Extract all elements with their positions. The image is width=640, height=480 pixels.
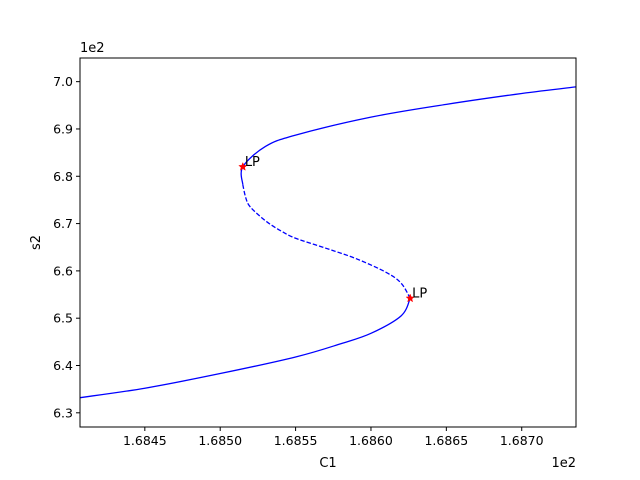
x-tick-label: 1.6845 xyxy=(123,433,167,448)
marker-layer: LP LP xyxy=(238,155,427,303)
y-offset-label: 1e2 xyxy=(80,41,105,56)
limit-point-marker xyxy=(238,161,248,171)
x-offset-label: 1e2 xyxy=(551,456,576,471)
x-tick-label: 1.6860 xyxy=(349,433,393,448)
y-tick-label: 6.7 xyxy=(53,216,73,231)
branch-solid-2 xyxy=(240,86,577,185)
y-tick-label: 6.4 xyxy=(53,358,73,373)
y-tick-label: 6.9 xyxy=(53,121,73,136)
plot-frame xyxy=(79,57,577,428)
x-tick-label: 1.6865 xyxy=(424,433,468,448)
limit-point-label: LP xyxy=(245,155,260,170)
x-axis-label: C1 xyxy=(319,456,336,471)
y-tick-label: 6.6 xyxy=(53,263,73,278)
x-axis-ticks: 1.6845 1.6850 1.6855 1.6860 1.6865 1.6870 xyxy=(123,427,544,448)
x-tick-label: 1.6870 xyxy=(500,433,544,448)
y-tick-label: 6.3 xyxy=(53,405,73,420)
y-tick-label: 6.8 xyxy=(53,169,73,184)
branch-solid-0 xyxy=(79,298,411,399)
limit-point-marker xyxy=(405,293,415,303)
y-axis-ticks: 6.3 6.4 6.5 6.6 6.7 6.8 6.9 7.0 xyxy=(53,74,80,420)
x-tick-label: 1.6855 xyxy=(274,433,318,448)
limit-point-label: LP xyxy=(412,286,427,301)
x-tick-label: 1.6850 xyxy=(198,433,242,448)
y-tick-label: 6.5 xyxy=(53,311,73,326)
curve-layer xyxy=(79,86,577,399)
y-tick-label: 7.0 xyxy=(53,74,73,89)
branch-dashed-1 xyxy=(242,184,411,299)
y-axis-label: s2 xyxy=(29,235,44,250)
